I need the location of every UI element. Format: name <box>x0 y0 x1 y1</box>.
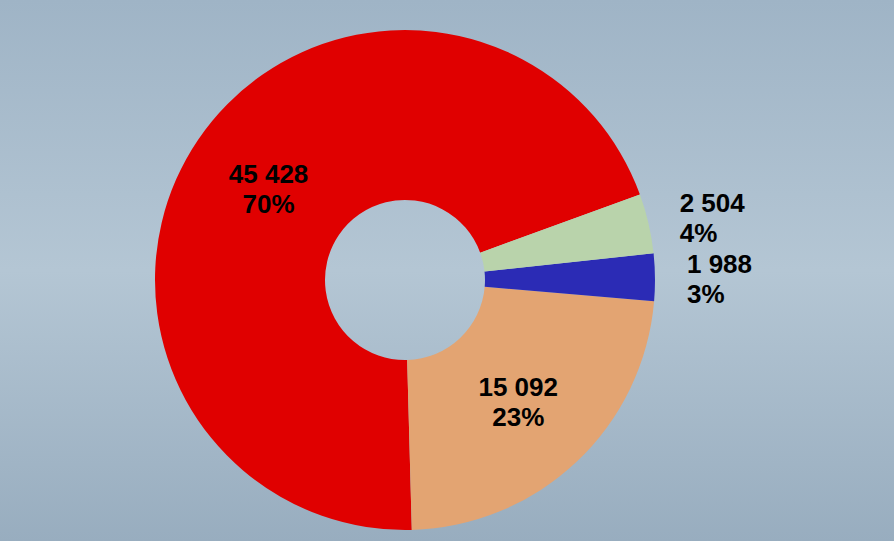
svg-text:15 09223%: 15 09223% <box>478 372 558 432</box>
svg-text:1 9883%: 1 9883% <box>687 249 752 309</box>
svg-text:2 5044%: 2 5044% <box>680 188 746 248</box>
svg-text:45 42870%: 45 42870% <box>229 159 309 219</box>
